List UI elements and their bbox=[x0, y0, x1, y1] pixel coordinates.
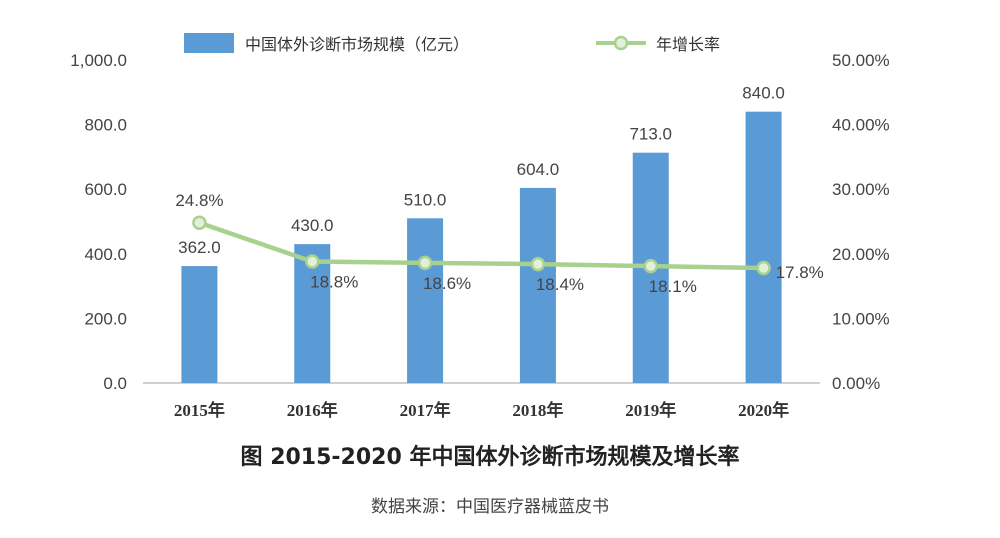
bar bbox=[181, 266, 218, 383]
bar-value-label: 362.0 bbox=[178, 238, 221, 257]
x-tick-label: 2016年 bbox=[287, 400, 338, 420]
bar-value-label: 840.0 bbox=[742, 84, 785, 103]
rate-point bbox=[756, 260, 771, 276]
x-tick-label: 2019年 bbox=[625, 400, 676, 420]
x-axis: 2015年 2016年 2017年 2018年 2019年 2020年 bbox=[174, 400, 789, 420]
rate-point bbox=[417, 255, 433, 271]
rate-line bbox=[198, 220, 764, 271]
y-left-tick-label: 0.0 bbox=[103, 374, 127, 393]
legend-line-marker bbox=[613, 35, 629, 51]
y-right-tick-label: 20.00% bbox=[832, 245, 890, 264]
bar-value-label: 510.0 bbox=[404, 190, 447, 209]
y-left-tick-label: 800.0 bbox=[84, 116, 127, 135]
chart-title: 图 2015-2020 年中国体外诊断市场规模及增长率 bbox=[241, 444, 740, 470]
y-right-tick-label: 50.00% bbox=[832, 51, 890, 70]
legend: 中国体外诊断市场规模（亿元） 年增长率 bbox=[184, 33, 720, 54]
x-tick-label: 2018年 bbox=[512, 400, 563, 420]
legend-line-label: 年增长率 bbox=[656, 35, 720, 54]
y-left-tick-label: 400.0 bbox=[84, 245, 127, 264]
y-left-tick-label: 1,000.0 bbox=[70, 51, 127, 70]
legend-bar-swatch bbox=[184, 33, 234, 53]
rate-data-labels: 24.8% 18.8% 18.6% 18.4% 18.1% 17.8% bbox=[175, 191, 823, 296]
x-tick-label: 2017年 bbox=[400, 400, 451, 420]
y-left-tick-label: 600.0 bbox=[84, 180, 127, 199]
bar bbox=[745, 111, 782, 384]
legend-bar-label: 中国体外诊断市场规模（亿元） bbox=[245, 35, 469, 54]
y-axis-left: 0.0 200.0 400.0 600.0 800.0 1,000.0 bbox=[70, 51, 127, 393]
rate-point bbox=[305, 254, 320, 269]
chart-source: 数据来源：中国医疗器械蓝皮书 bbox=[371, 497, 609, 517]
rate-value-label: 18.4% bbox=[536, 275, 584, 294]
rate-point bbox=[530, 256, 546, 272]
rate-value-label: 18.6% bbox=[423, 274, 471, 293]
rate-value-label: 24.8% bbox=[175, 191, 223, 210]
y-axis-right: 0.00% 10.00% 20.00% 30.00% 40.00% 50.00% bbox=[832, 51, 890, 393]
y-right-tick-label: 10.00% bbox=[832, 309, 890, 328]
rate-point bbox=[192, 215, 207, 231]
y-right-tick-label: 0.00% bbox=[832, 374, 880, 393]
rate-value-label: 18.8% bbox=[310, 273, 358, 292]
rate-value-label: 18.1% bbox=[649, 277, 697, 296]
y-right-tick-label: 30.00% bbox=[832, 180, 890, 199]
bar-value-label: 430.0 bbox=[291, 216, 334, 235]
bar bbox=[407, 218, 444, 383]
rate-point bbox=[643, 258, 658, 274]
bar-data-labels: 362.0 430.0 510.0 604.0 713.0 840.0 bbox=[178, 84, 785, 257]
rate-series bbox=[192, 215, 771, 276]
rate-value-label: 17.8% bbox=[776, 263, 824, 282]
bar-value-label: 604.0 bbox=[517, 160, 560, 179]
y-left-tick-label: 200.0 bbox=[84, 309, 127, 328]
x-tick-label: 2020年 bbox=[738, 400, 789, 420]
x-tick-label: 2015年 bbox=[174, 400, 225, 420]
bar-value-label: 713.0 bbox=[629, 125, 672, 144]
y-right-tick-label: 40.00% bbox=[832, 116, 890, 135]
bar bbox=[519, 187, 556, 383]
